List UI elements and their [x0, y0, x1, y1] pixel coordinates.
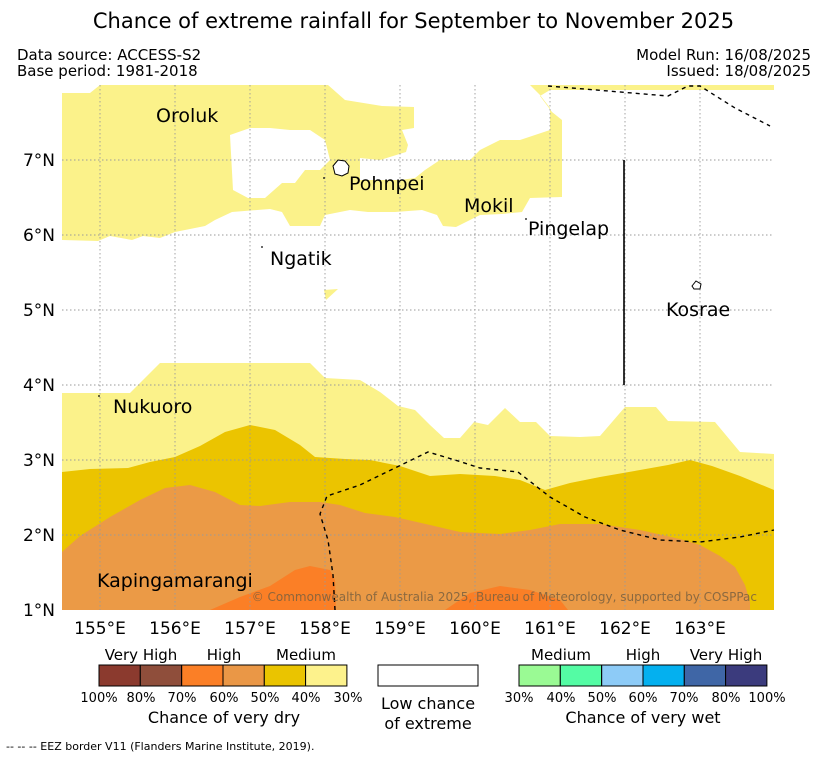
- legend-wet-swatch: [518, 664, 561, 687]
- legend-wet-category: Very High: [690, 646, 763, 664]
- pohnpei-island-shape: [332, 159, 350, 177]
- legend-neutral-line1: Low chance: [381, 694, 475, 713]
- legend-dry-category: High: [207, 646, 241, 664]
- lon-label: 161°E: [524, 619, 576, 639]
- legend-dry-category: Very High: [105, 646, 178, 664]
- map-gridlines: [62, 85, 774, 610]
- model-run-text: Model Run: 16/08/2025: [636, 46, 811, 64]
- region-medium-light-north: [62, 85, 774, 241]
- legend-dry: Very High High Medium 100% 80% 70% 60% 5…: [80, 646, 362, 727]
- ngatik-islet-dot: [261, 246, 263, 248]
- kosrae-island-shape: [691, 280, 702, 290]
- legend-wet-category: High: [626, 646, 660, 664]
- place-label-oroluk: Oroluk: [156, 105, 218, 127]
- legend-wet-swatch: [642, 664, 685, 687]
- map-title: Chance of extreme rainfall for September…: [92, 9, 735, 33]
- lat-label: 4°N: [23, 376, 55, 396]
- base-period-text: Base period: 1981-2018: [17, 62, 198, 80]
- lon-label: 158°E: [299, 619, 351, 639]
- legend-wet-pct: 30%: [505, 691, 534, 706]
- region-high: [62, 485, 750, 610]
- pohnpei-islet-dot: [323, 177, 325, 179]
- legend-dry-category: Medium: [276, 646, 336, 664]
- lat-label: 1°N: [23, 601, 55, 621]
- data-source-text: Data source: ACCESS-S2: [17, 46, 202, 64]
- legend-dry-pct: 30%: [334, 691, 363, 706]
- lon-label: 156°E: [149, 619, 201, 639]
- lat-label: 7°N: [23, 151, 55, 171]
- legend-dry-swatch: [222, 664, 265, 687]
- legend-dry-swatch: [263, 664, 307, 687]
- legend-neutral: Low chance of extreme: [377, 664, 479, 733]
- map-plot-area: Oroluk Pohnpei Mokil Pingelap Ngatik Kos…: [62, 85, 774, 610]
- legend-wet-category: Medium: [531, 646, 591, 664]
- legend-wet-pct: 70%: [670, 691, 699, 706]
- eez-footnote: -- -- -- EEZ border V11 (Flanders Marine…: [6, 740, 315, 753]
- region-low-chance-pocket: [230, 128, 330, 198]
- legend-dry-pct: 50%: [251, 691, 280, 706]
- place-label-pohnpei: Pohnpei: [349, 173, 425, 195]
- lat-label: 3°N: [23, 451, 55, 471]
- pingelap-islet-dot: [525, 218, 527, 220]
- place-label-ngatik: Ngatik: [270, 248, 332, 270]
- lon-label: 155°E: [74, 619, 126, 639]
- legend-neutral-line2: of extreme: [384, 714, 471, 733]
- legend-wet-title: Chance of very wet: [565, 708, 720, 727]
- legend-wet-swatch: [683, 664, 727, 687]
- legend-wet: Medium High Very High 30% 40% 50% 60% 70…: [505, 646, 786, 727]
- legend-wet-pct: 100%: [748, 691, 785, 706]
- region-high-dark-west: [210, 566, 336, 610]
- legend-neutral-swatch: [377, 664, 479, 687]
- lon-label: 159°E: [374, 619, 426, 639]
- lat-label: 2°N: [23, 526, 55, 546]
- legend-dry-title: Chance of very dry: [148, 708, 300, 727]
- lat-label: 5°N: [23, 301, 55, 321]
- place-label-pingelap: Pingelap: [528, 218, 609, 240]
- region-medium-light-islet: [324, 289, 338, 300]
- place-label-mokil: Mokil: [464, 195, 514, 217]
- legend-dry-swatch: [305, 664, 348, 687]
- lon-label: 162°E: [599, 619, 651, 639]
- region-high-dark-east: [445, 586, 568, 610]
- legend-wet-swatch: [725, 664, 768, 687]
- legend-wet-swatch: [601, 664, 644, 687]
- legend-wet-pct: 50%: [588, 691, 617, 706]
- legend-dry-swatch: [139, 664, 183, 687]
- legend-wet-pct: 80%: [712, 691, 741, 706]
- legend-dry-pct: 100%: [80, 691, 117, 706]
- legend-wet-pct: 40%: [547, 691, 576, 706]
- place-label-kapingamarangi: Kapingamarangi: [97, 570, 253, 592]
- lat-label: 6°N: [23, 226, 55, 246]
- nukuoro-islet-dot: [98, 395, 100, 397]
- eez-border-lines: [319, 85, 774, 610]
- lon-label: 157°E: [224, 619, 276, 639]
- issued-text: Issued: 18/08/2025: [666, 62, 811, 80]
- legend-wet-pct: 60%: [629, 691, 658, 706]
- place-label-kosrae: Kosrae: [666, 299, 730, 321]
- copyright-text: © Commonwealth of Australia 2025, Bureau…: [252, 590, 757, 604]
- legend-dry-pct: 70%: [168, 691, 197, 706]
- legend-dry-pct: 60%: [210, 691, 239, 706]
- legend-dry-pct: 80%: [127, 691, 156, 706]
- lon-label: 160°E: [449, 619, 501, 639]
- place-label-nukuoro: Nukuoro: [113, 396, 192, 418]
- lon-label: 163°E: [674, 619, 726, 639]
- legend-dry-pct: 40%: [292, 691, 321, 706]
- legend-dry-swatch: [98, 664, 141, 687]
- legend-wet-swatch: [559, 664, 603, 687]
- legend-dry-swatch: [181, 664, 224, 687]
